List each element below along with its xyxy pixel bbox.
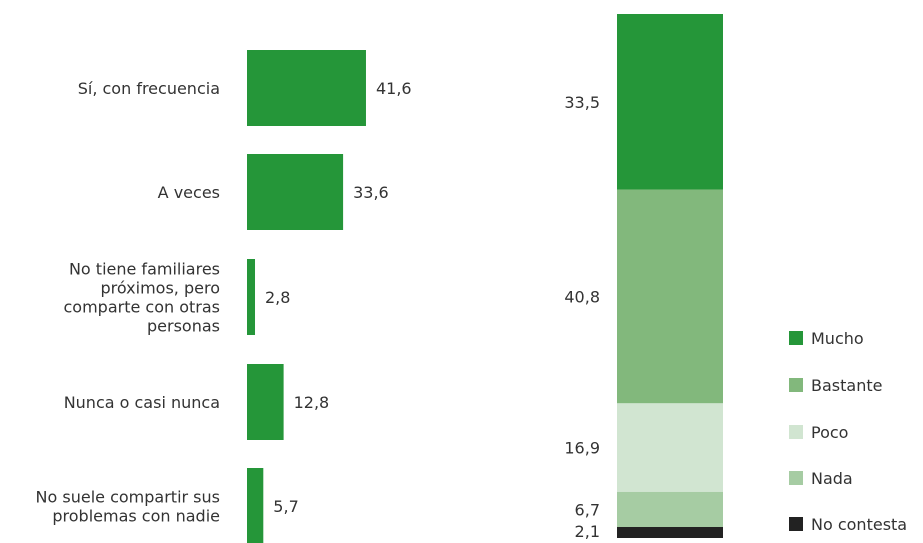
category-label-5-line-2: problemas con nadie <box>52 507 220 526</box>
category-label-1-line-1: Sí, con frecuencia <box>78 79 220 98</box>
legend-label-1: Mucho <box>811 329 864 348</box>
legend-label-3: Poco <box>811 423 848 442</box>
bar-3 <box>247 259 256 335</box>
category-label-3-line-1: No tiene familiares <box>69 260 220 279</box>
legend: Mucho Bastante Poco Nada No contesta <box>789 329 907 534</box>
bar-value-label-1: 41,6 <box>376 79 412 98</box>
category-label-3-line-2: próximos, pero <box>101 279 221 298</box>
legend-label-5: No contesta <box>811 515 907 534</box>
category-label-2-line-1: A veces <box>158 183 220 202</box>
stack-segment-mucho <box>617 14 723 190</box>
legend-label-4: Nada <box>811 469 853 488</box>
stack-value-label-2: 40,8 <box>564 287 600 306</box>
bar-value-label-4: 12,8 <box>294 393 330 412</box>
bar-value-label-2: 33,6 <box>353 183 389 202</box>
legend-swatch-5 <box>789 517 803 531</box>
stack-value-label-3: 16,9 <box>564 439 600 458</box>
stack-segment-poco <box>617 403 723 492</box>
bar-4 <box>247 364 284 440</box>
stack-segment-no-contesta <box>617 526 723 538</box>
stack-segment-nada <box>617 491 723 527</box>
horizontal-bar-chart: 41,6 Sí, con frecuencia 33,6 A veces 2,8 No t… <box>36 50 412 543</box>
stack-value-label-4: 6,7 <box>575 500 600 519</box>
legend-label-2: Bastante <box>811 376 882 395</box>
category-label-3-line-4: personas <box>147 317 220 336</box>
stack-value-label-5: 2,1 <box>575 522 600 541</box>
legend-swatch-2 <box>789 378 803 392</box>
category-label-4-line-1: Nunca o casi nunca <box>64 393 220 412</box>
category-label-3-line-3: comparte con otras <box>63 298 220 317</box>
bar-2 <box>247 154 344 230</box>
stacked-bar-chart: 33,5 40,8 16,9 6,7 2,1 <box>564 14 723 541</box>
bar-value-label-3: 2,8 <box>265 288 290 307</box>
bar-5 <box>247 468 264 543</box>
legend-swatch-3 <box>789 425 803 439</box>
stack-segment-bastante <box>617 189 723 404</box>
legend-swatch-1 <box>789 331 803 345</box>
legend-swatch-4 <box>789 471 803 485</box>
bar-value-label-5: 5,7 <box>273 497 298 516</box>
stack-value-label-1: 33,5 <box>564 93 600 112</box>
category-label-5-line-1: No suele compartir sus <box>36 488 220 507</box>
bar-1 <box>247 50 366 126</box>
